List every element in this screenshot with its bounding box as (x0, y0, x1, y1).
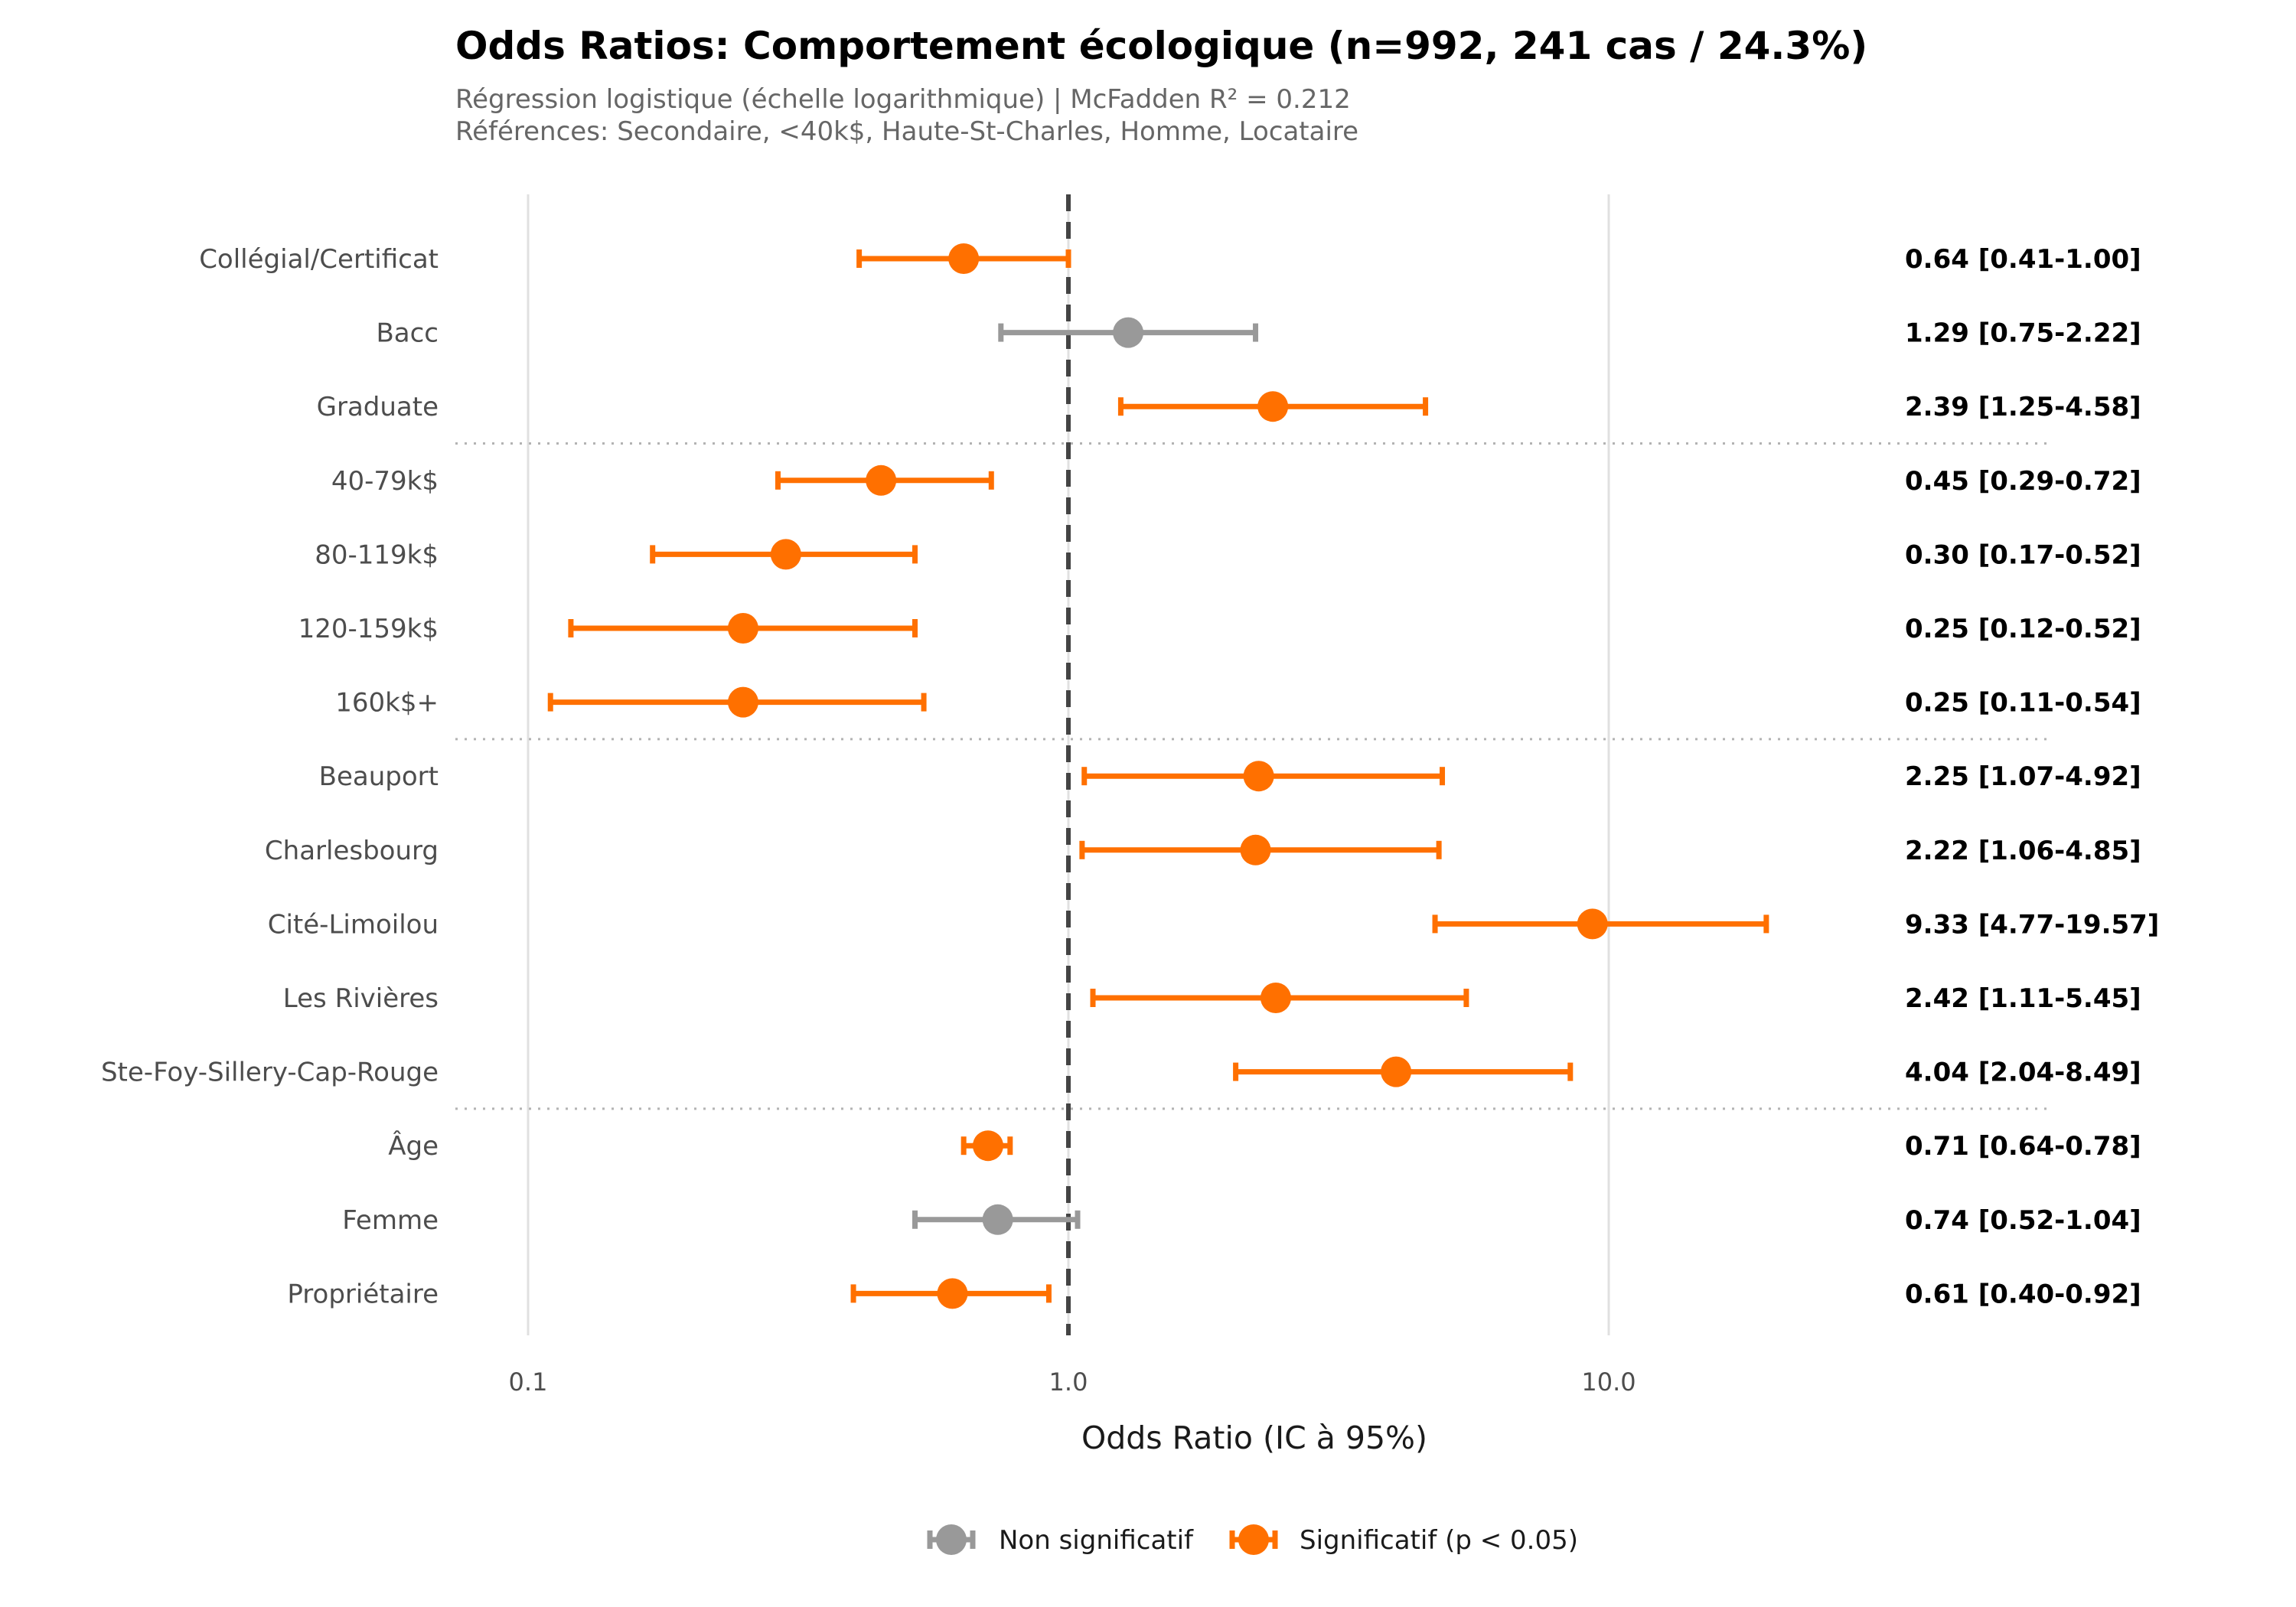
x-tick-label: 0.1 (509, 1367, 548, 1397)
value-label: 0.71 [0.64-0.78] (1905, 1131, 2141, 1162)
legend-label: Significatif (p < 0.05) (1300, 1525, 1578, 1556)
value-label: 0.45 [0.29-0.72] (1905, 466, 2141, 497)
odds-ratio-point (1113, 317, 1144, 348)
x-tick-label: 1.0 (1049, 1367, 1088, 1397)
row-label: 40-79k$ (331, 466, 439, 497)
row-label: Cité-Limoilou (268, 909, 439, 940)
legend-label: Non significatif (999, 1525, 1194, 1556)
row-label: Bacc (376, 318, 439, 349)
row-label: 120-159k$ (298, 614, 439, 644)
odds-ratio-point (1243, 761, 1274, 792)
odds-ratio-point (1257, 391, 1289, 422)
odds-ratio-point (770, 539, 801, 570)
x-axis-label: Odds Ratio (IC à 95%) (1081, 1420, 1427, 1456)
value-label: 2.25 [1.07-4.92] (1905, 761, 2141, 792)
value-label: 0.25 [0.12-0.52] (1905, 614, 2141, 644)
value-label: 2.42 [1.11-5.45] (1905, 983, 2141, 1014)
odds-ratio-point (727, 613, 758, 644)
value-label: 2.39 [1.25-4.58] (1905, 392, 2141, 422)
row-label: Beauport (319, 761, 439, 792)
row-labels: Collégial/Certificat Bacc Graduate 40-79k$ 8… (101, 244, 439, 1309)
row-label: Ste-Foy-Sillery-Cap-Rouge (101, 1058, 439, 1088)
chart-subtitle-line-1: Régression logistique (échelle logarithm… (455, 84, 1351, 115)
row-label: Femme (342, 1205, 439, 1236)
odds-ratio-point (972, 1130, 1003, 1162)
value-label: 1.29 [0.75-2.22] (1905, 318, 2141, 349)
chart-title: Odds Ratios: Comportement écologique (n=… (455, 24, 1867, 68)
value-label: 4.04 [2.04-8.49] (1905, 1058, 2141, 1088)
legend-swatch-point (936, 1524, 967, 1555)
odds-ratio-point (1240, 834, 1271, 865)
odds-ratio-point (1260, 983, 1291, 1013)
row-label: 160k$+ (335, 688, 439, 719)
legend-swatch-point (1238, 1524, 1269, 1555)
odds-ratio-point (866, 464, 897, 496)
row-label: Les Rivières (283, 983, 439, 1014)
row-label: Propriétaire (287, 1279, 439, 1309)
value-label: 0.74 [0.52-1.04] (1905, 1205, 2141, 1236)
chart-subtitle-line-2: Références: Secondaire, <40k$, Haute-St-… (455, 116, 1358, 147)
value-label: 9.33 [4.77-19.57] (1905, 909, 2159, 940)
value-label: 0.64 [0.41-1.00] (1905, 244, 2141, 275)
odds-ratio-point (1381, 1056, 1412, 1087)
row-label: Graduate (317, 392, 439, 422)
row-label: Collégial/Certificat (199, 244, 439, 275)
estimate-marks (547, 243, 1769, 1309)
value-label: 0.25 [0.11-0.54] (1905, 688, 2141, 719)
odds-ratio-point (948, 243, 980, 274)
value-label: 0.61 [0.40-0.92] (1905, 1279, 2141, 1309)
row-label: 80-119k$ (315, 539, 439, 570)
odds-ratio-point (937, 1278, 968, 1309)
x-tick-labels: 0.1 1.0 10.0 (509, 1367, 1636, 1397)
odds-ratio-point (727, 686, 758, 718)
row-label: Charlesbourg (265, 836, 439, 866)
odds-ratio-point (982, 1204, 1013, 1235)
value-labels: 0.64 [0.41-1.00] 1.29 [0.75-2.22] 2.39 [1.… (1905, 244, 2159, 1309)
value-label: 2.22 [1.06-4.85] (1905, 836, 2141, 866)
odds-ratio-point (1577, 908, 1608, 940)
value-label: 0.30 [0.17-0.52] (1905, 539, 2141, 570)
legend: Non significatif Significatif (p < 0.05) (927, 1524, 1578, 1556)
x-tick-label: 10.0 (1581, 1367, 1636, 1397)
row-label: Âge (388, 1130, 439, 1162)
